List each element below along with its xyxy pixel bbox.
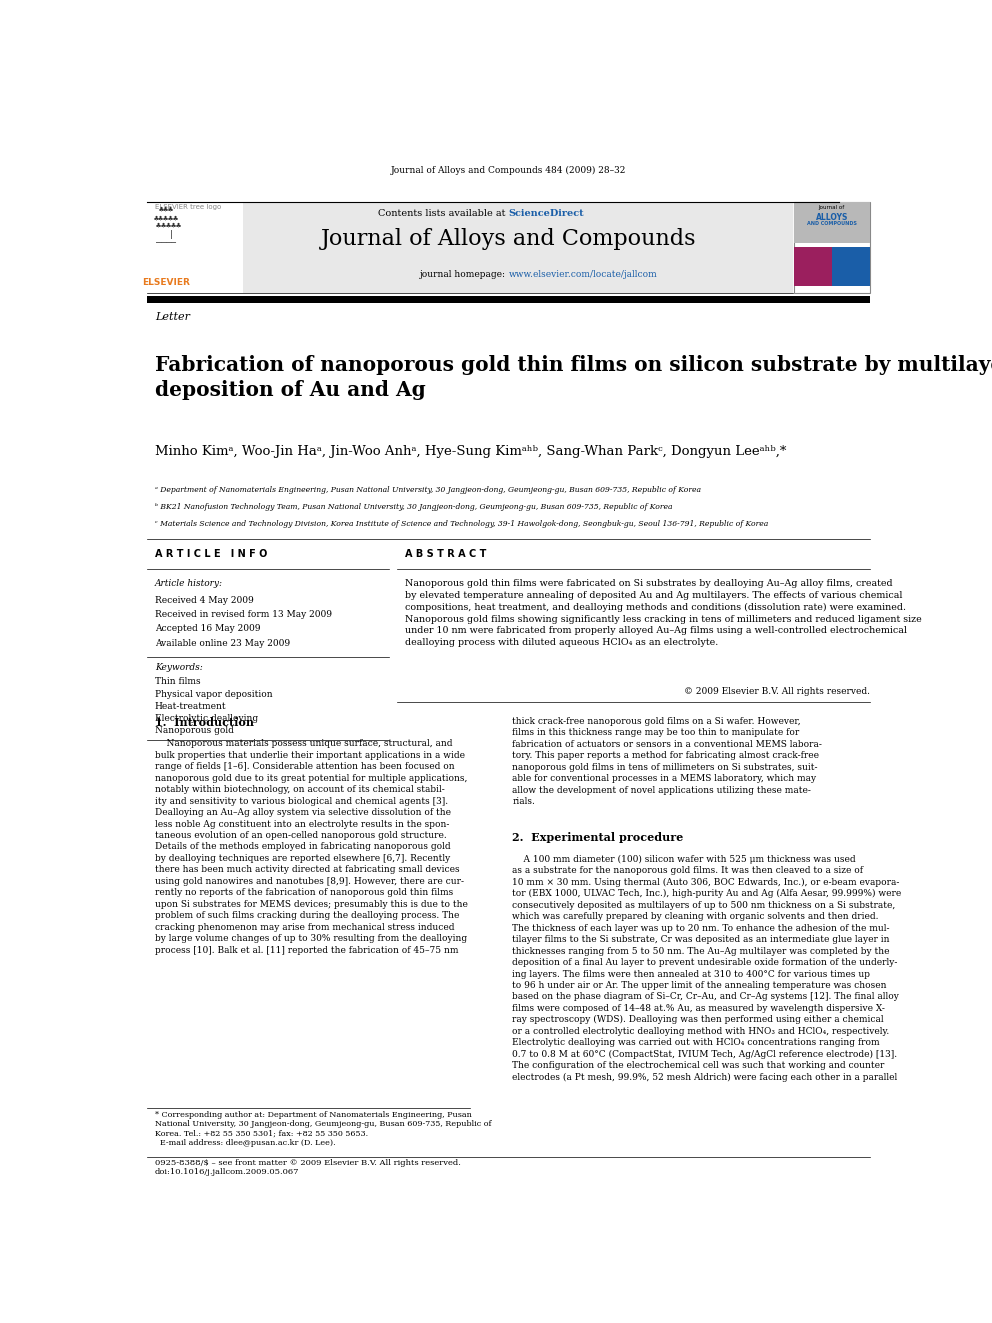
FancyBboxPatch shape	[794, 201, 870, 294]
Text: thick crack-free nanoporous gold films on a Si wafer. However,
films in this thi: thick crack-free nanoporous gold films o…	[512, 717, 822, 806]
Text: Minho Kimᵃ, Woo-Jin Haᵃ, Jin-Woo Anhᵃ, Hye-Sung Kimᵃʰᵇ, Sang-Whan Parkᶜ, Dongyun: Minho Kimᵃ, Woo-Jin Haᵃ, Jin-Woo Anhᵃ, H…	[155, 445, 786, 458]
Text: Contents lists available at: Contents lists available at	[378, 209, 509, 218]
Text: * Corresponding author at: Department of Nanomaterials Engineering, Pusan
Nation: * Corresponding author at: Department of…	[155, 1111, 491, 1147]
Text: ELSEVIER: ELSEVIER	[142, 278, 190, 287]
FancyBboxPatch shape	[831, 247, 870, 286]
Text: Received in revised form 13 May 2009: Received in revised form 13 May 2009	[155, 610, 331, 619]
Text: Accepted 16 May 2009: Accepted 16 May 2009	[155, 624, 260, 634]
FancyBboxPatch shape	[243, 201, 793, 294]
Text: www.elsevier.com/locate/jallcom: www.elsevier.com/locate/jallcom	[509, 270, 657, 279]
Text: Nanoporous materials possess unique surface, structural, and
bulk properties tha: Nanoporous materials possess unique surf…	[155, 740, 467, 954]
Text: Keywords:: Keywords:	[155, 663, 202, 672]
Text: 1.  Introduction: 1. Introduction	[155, 717, 254, 728]
FancyBboxPatch shape	[147, 201, 243, 294]
Text: Available online 23 May 2009: Available online 23 May 2009	[155, 639, 290, 647]
Text: A B S T R A C T: A B S T R A C T	[405, 549, 486, 558]
Text: AND COMPOUNDS: AND COMPOUNDS	[806, 221, 857, 226]
Text: Physical vapor deposition: Physical vapor deposition	[155, 689, 273, 699]
Text: A R T I C L E   I N F O: A R T I C L E I N F O	[155, 549, 267, 558]
Text: 2.  Experimental procedure: 2. Experimental procedure	[512, 832, 683, 843]
Text: Journal of Alloys and Compounds: Journal of Alloys and Compounds	[320, 228, 696, 250]
FancyBboxPatch shape	[147, 296, 870, 303]
Text: Journal of: Journal of	[818, 205, 845, 209]
Text: Article history:: Article history:	[155, 579, 223, 589]
Text: ᵇ BK21 Nanofusion Technology Team, Pusan National University, 30 Jangjeon-dong, : ᵇ BK21 Nanofusion Technology Team, Pusan…	[155, 503, 673, 511]
Text: ᶜ Materials Science and Technology Division, Korea Institute of Science and Tech: ᶜ Materials Science and Technology Divis…	[155, 520, 768, 528]
Text: journal homepage:: journal homepage:	[420, 270, 509, 279]
Text: Letter: Letter	[155, 312, 189, 321]
Text: Electrolytic dealloying: Electrolytic dealloying	[155, 714, 258, 722]
Text: Received 4 May 2009: Received 4 May 2009	[155, 595, 254, 605]
Text: ALLOYS: ALLOYS	[815, 213, 848, 222]
FancyBboxPatch shape	[794, 247, 831, 286]
Text: A 100 mm diameter (100) silicon wafer with 525 μm thickness was used
as a substr: A 100 mm diameter (100) silicon wafer wi…	[512, 855, 902, 1082]
Text: Nanoporous gold thin films were fabricated on Si substrates by dealloying Au–Ag : Nanoporous gold thin films were fabricat…	[405, 579, 922, 647]
Text: Thin films: Thin films	[155, 677, 200, 687]
FancyBboxPatch shape	[794, 201, 870, 243]
Text: Nanoporous gold: Nanoporous gold	[155, 726, 234, 736]
Text: 0925-8388/$ – see front matter © 2009 Elsevier B.V. All rights reserved.
doi:10.: 0925-8388/$ – see front matter © 2009 El…	[155, 1159, 460, 1176]
Text: Heat-treatment: Heat-treatment	[155, 701, 226, 710]
Text: Fabrication of nanoporous gold thin films on silicon substrate by multilayer
dep: Fabrication of nanoporous gold thin film…	[155, 356, 992, 400]
Text: ELSEVIER tree logo: ELSEVIER tree logo	[155, 204, 221, 209]
Text: ScienceDirect: ScienceDirect	[509, 209, 584, 218]
Text: Journal of Alloys and Compounds 484 (2009) 28–32: Journal of Alloys and Compounds 484 (200…	[391, 165, 626, 175]
Text: ᵃ Department of Nanomaterials Engineering, Pusan National University, 30 Jangjeo: ᵃ Department of Nanomaterials Engineerin…	[155, 486, 700, 493]
Text: © 2009 Elsevier B.V. All rights reserved.: © 2009 Elsevier B.V. All rights reserved…	[683, 688, 870, 696]
Text: ♣♣♣
♣♣♣♣♣
 ♣♣♣♣♣
  |
――――: ♣♣♣ ♣♣♣♣♣ ♣♣♣♣♣ | ――――	[152, 205, 182, 247]
